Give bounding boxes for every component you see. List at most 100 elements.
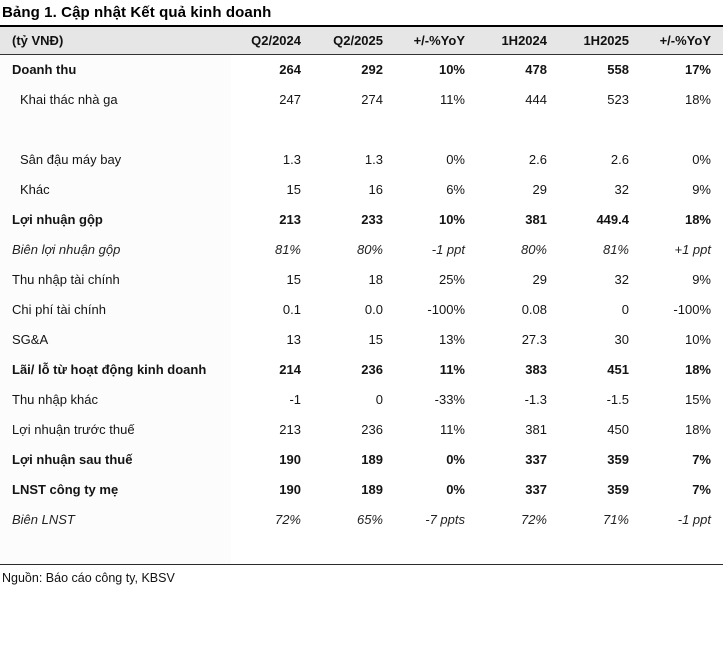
table-row: Thu nhập tài chính 15 18 25% 29 32 9% (0, 264, 723, 294)
table-title: Bảng 1. Cập nhật Kết quả kinh doanh (0, 0, 723, 27)
cell-value: 450 (607, 421, 629, 437)
cell-value: 9% (692, 181, 711, 197)
cell-value: -33% (434, 391, 465, 407)
cell-value: 190 (279, 451, 301, 467)
cell-value: 32 (614, 181, 629, 197)
cell-value: -100% (673, 301, 711, 317)
cell-value: 478 (525, 61, 547, 77)
row-label: Thu nhập tài chính (0, 264, 231, 294)
cell-value: 0% (446, 481, 465, 497)
cell-value: 558 (607, 61, 629, 77)
cell-value: 15% (684, 391, 711, 407)
cell-value: 16 (368, 181, 383, 197)
cell-value: 71% (602, 511, 629, 527)
cell-value: 9% (692, 271, 711, 287)
cell-value: 337 (525, 451, 547, 467)
row-label: Lợi nhuận sau thuế (0, 444, 231, 474)
row-label: Chi phí tài chính (0, 294, 231, 324)
cell-value: 0 (621, 301, 629, 317)
spacer-cell (231, 114, 723, 144)
cell-value: 189 (361, 481, 383, 497)
cell-value: 29 (532, 271, 547, 287)
cell-value: 18% (684, 91, 711, 107)
row-label: Khai thác nhà ga (0, 84, 231, 114)
cell-value: 30 (614, 331, 629, 347)
cell-value: -1 ppt (431, 241, 465, 257)
cell-value: 18% (684, 421, 711, 437)
table-row: Biên LNST 72% 65% -7 ppts 72% 71% -1 ppt (0, 504, 723, 534)
table-body: Doanh thu 264 292 10% 478 558 17% Khai thác nhà… (0, 54, 723, 534)
cell-value: 444 (525, 91, 547, 107)
cell-value: 247 (279, 91, 301, 107)
cell-value: 15 (286, 271, 301, 287)
row-label: LNST công ty mẹ (0, 474, 231, 504)
spacer-row (0, 114, 723, 144)
column-header-4: 1H2025 (559, 27, 641, 55)
cell-value: 80% (356, 241, 383, 257)
row-label: Lợi nhuận gộp (0, 204, 231, 234)
cell-value: 233 (361, 211, 383, 227)
table-row: Lãi/ lỗ từ hoạt động kinh doanh 214 236 11%… (0, 354, 723, 384)
column-header-0: Q2/2024 (231, 27, 313, 55)
table-row: Khai thác nhà ga 247 274 11% 444 523 18% (0, 84, 723, 114)
cell-value: 72% (520, 511, 547, 527)
cell-value: 18% (684, 361, 711, 377)
cell-value: 236 (361, 361, 383, 377)
cell-value: 0 (375, 391, 383, 407)
cell-value: 190 (279, 481, 301, 497)
cell-value: 10% (438, 211, 465, 227)
table-header: (tỷ VNĐ) Q2/2024 Q2/2025 +/-%YoY 1H2024 1H20… (0, 27, 723, 55)
table-row: Khác 15 16 6% 29 32 9% (0, 174, 723, 204)
cell-value: 214 (279, 361, 301, 377)
row-label: SG&A (0, 324, 231, 354)
cell-value: 7% (692, 451, 711, 467)
cell-value: -7 ppts (425, 511, 465, 527)
row-label: Sân đậu máy bay (0, 144, 231, 174)
row-label: Khác (0, 174, 231, 204)
cell-value: 7% (692, 481, 711, 497)
cell-value: 11% (439, 421, 465, 437)
cell-value: 10% (438, 61, 465, 77)
cell-value: 81% (274, 241, 301, 257)
cell-value: 17% (684, 61, 711, 77)
row-label: Doanh thu (0, 54, 231, 84)
table-row: Sân đậu máy bay 1.3 1.3 0% 2.6 2.6 0% (0, 144, 723, 174)
row-label: Thu nhập khác (0, 384, 231, 414)
cell-value: 0.08 (521, 301, 547, 317)
column-header-2: +/-%YoY (395, 27, 477, 55)
cell-value: 32 (614, 271, 629, 287)
header-row: (tỷ VNĐ) Q2/2024 Q2/2025 +/-%YoY 1H2024 1H20… (0, 27, 723, 55)
table-row: Lợi nhuận sau thuế 190 189 0% 337 359 7% (0, 444, 723, 474)
cell-value: 11% (439, 91, 465, 107)
cell-value: 449.4 (596, 211, 629, 227)
bottom-padding-label-cell (0, 534, 231, 564)
table-footer (0, 534, 723, 564)
cell-value: 2.6 (528, 151, 547, 167)
cell-value: 13 (286, 331, 301, 347)
table-row: Biên lợi nhuận gộp 81% 80% -1 ppt 80% 81% +1 p… (0, 234, 723, 264)
cell-value: -100% (427, 301, 465, 317)
table-row: Chi phí tài chính 0.1 0.0 -100% 0.08 0 -100% (0, 294, 723, 324)
table-row: Doanh thu 264 292 10% 478 558 17% (0, 54, 723, 84)
cell-value: 523 (607, 91, 629, 107)
cell-value: -1 (289, 391, 301, 407)
cell-value: -1 ppt (677, 511, 711, 527)
column-header-5: +/-%YoY (641, 27, 723, 55)
cell-value: 15 (368, 331, 383, 347)
cell-value: 13% (438, 331, 465, 347)
cell-value: 15 (286, 181, 301, 197)
cell-value: 1.3 (282, 151, 301, 167)
cell-value: 6% (446, 181, 465, 197)
cell-value: -1.5 (606, 391, 629, 407)
cell-value: 29 (532, 181, 547, 197)
row-label: Biên LNST (0, 504, 231, 534)
cell-value: 10% (684, 331, 711, 347)
spacer-label-cell (0, 114, 231, 144)
cell-value: 0.1 (282, 301, 301, 317)
cell-value: 2.6 (610, 151, 629, 167)
cell-value: 451 (607, 361, 629, 377)
cell-value: 81% (602, 241, 629, 257)
unit-label: (tỷ VNĐ) (0, 27, 231, 55)
table-row: Lợi nhuận gộp 213 233 10% 381 449.4 18% (0, 204, 723, 234)
